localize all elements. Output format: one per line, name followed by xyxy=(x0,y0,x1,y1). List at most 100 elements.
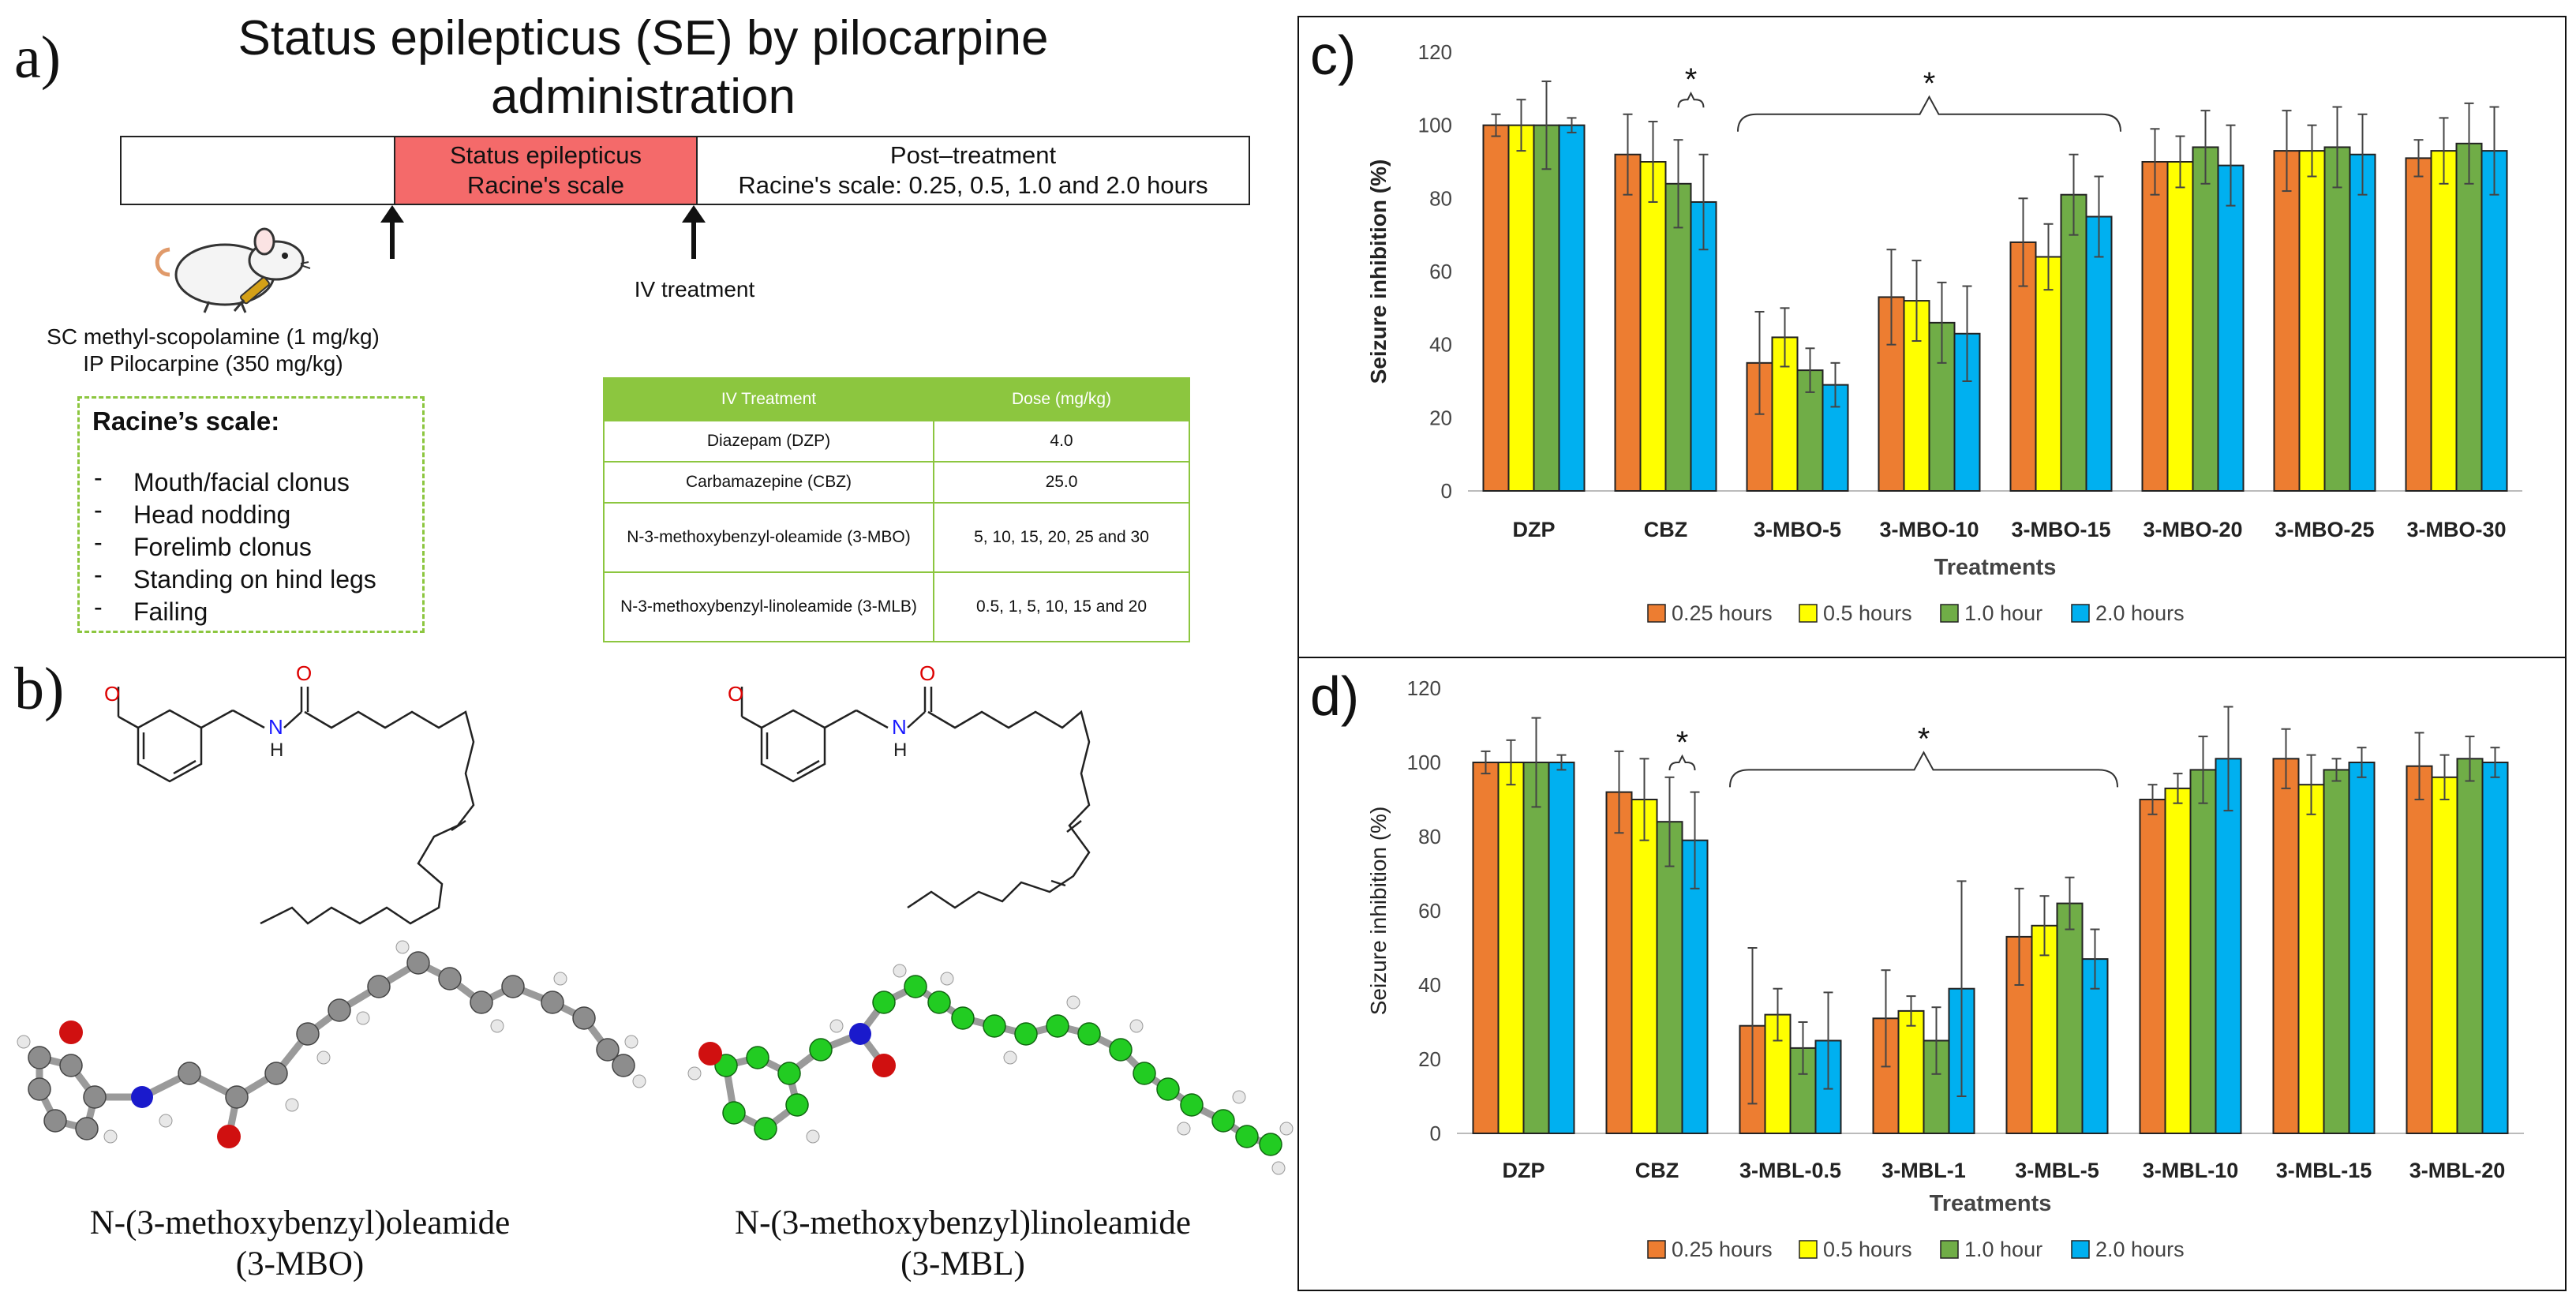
bar xyxy=(2297,784,2325,1134)
timeline-post-segment: Post–treatment Racine's scale: 0.25, 0.5… xyxy=(698,137,1249,204)
panel-letter: d) xyxy=(1310,665,1359,727)
atom-h-label: H xyxy=(893,740,907,761)
bar xyxy=(2456,758,2484,1135)
atom-o-label: O xyxy=(728,682,743,706)
significance-asterisk: * xyxy=(1923,66,1936,101)
bar xyxy=(1631,799,1658,1134)
bar xyxy=(1558,124,1586,492)
bar xyxy=(1472,762,1500,1134)
y-tick-label: 60 xyxy=(1418,899,1441,923)
atom-n-label: N xyxy=(892,715,907,739)
timeline-post-line2: Racine's scale: 0.25, 0.5, 1.0 and 2.0 h… xyxy=(738,171,1208,199)
bar xyxy=(2455,142,2483,492)
legend-label: 0.25 hours xyxy=(1672,1238,1773,1261)
bar xyxy=(1548,762,1575,1134)
atom-h-label: H xyxy=(270,740,283,761)
significance-bracket-small xyxy=(1668,754,1696,771)
panel-a-letter: a) xyxy=(14,24,62,91)
bar xyxy=(2298,150,2326,492)
y-tick-label: 40 xyxy=(1429,333,1452,357)
bar xyxy=(2323,146,2351,492)
significance-asterisk: * xyxy=(1918,721,1930,756)
table-cell: Diazepam (DZP) xyxy=(603,420,934,463)
racine-list: - Mouth/facial clonus - Head nodding - Fore… xyxy=(94,463,376,628)
timeline-se-line2: Racine's scale xyxy=(467,171,624,199)
bar xyxy=(2085,215,2113,492)
racine-item: - Forelimb clonus xyxy=(94,528,312,561)
structure-3mbo: O O N H xyxy=(104,661,475,925)
timeline-se-segment: Status epilepticus Racine's scale xyxy=(394,137,698,204)
timeline-post-line1: Post–treatment xyxy=(889,141,1057,169)
x-tick-label: 3-MBO-10 xyxy=(1879,518,1979,541)
bar xyxy=(2166,161,2194,492)
y-tick-label: 80 xyxy=(1418,825,1441,848)
table-cell: N-3-methoxybenzyl-linoleamide (3-MLB) xyxy=(603,571,934,642)
table-header-dose: Dose (mg/kg) xyxy=(933,377,1190,421)
x-tick-label: 3-MBO-15 xyxy=(2011,518,2110,541)
atom-o-label: O xyxy=(919,661,935,685)
legend-label: 0.5 hours xyxy=(1823,1238,1912,1261)
bar xyxy=(2430,150,2458,492)
bar xyxy=(1897,1009,1925,1134)
chart-d: d) 0 20 40 60 80 100 120 Seizure inhibition (%) D… xyxy=(1310,665,2524,1261)
bar xyxy=(1690,200,1717,492)
table-cell: N-3-methoxybenzyl-oleamide (3-MBO) xyxy=(603,502,934,573)
bar xyxy=(2141,161,2169,492)
legend-label: 0.25 hours xyxy=(1672,601,1773,625)
table-row: Diazepam (DZP) 4.0 xyxy=(603,420,1190,463)
x-tick-label: 3-MBL-10 xyxy=(2143,1159,2239,1182)
caption-3mbo-name: N-(3-methoxybenzyl)oleamide xyxy=(89,1204,511,1241)
rat-icon xyxy=(155,227,311,313)
y-axis-label: Seizure inhibition (%) xyxy=(1366,159,1391,384)
bar xyxy=(2349,153,2376,492)
bar xyxy=(1664,182,1692,492)
pretreatment-line2: IP Pilocarpine (350 mg/kg) xyxy=(83,351,343,376)
bar xyxy=(2031,924,2058,1134)
table-header-treatment: IV Treatment xyxy=(603,377,934,421)
chart-frame-d xyxy=(1297,657,2567,1291)
bar xyxy=(1533,124,1560,492)
table-header-row: IV Treatment Dose (mg/kg) xyxy=(603,377,1190,421)
x-tick-label: DZP xyxy=(1513,518,1556,541)
racine-item: - Standing on hind legs xyxy=(94,560,376,594)
bar xyxy=(1522,762,1550,1134)
bar xyxy=(2056,902,2084,1134)
arrow-up-icon-2 xyxy=(691,219,696,259)
table-cell: Carbamazepine (CBZ) xyxy=(603,461,934,504)
x-tick-label: 3-MBO-5 xyxy=(1754,518,1841,541)
caption-3mbo-abbr: (3-MBO) xyxy=(235,1245,365,1283)
legend-swatch xyxy=(1940,1240,1959,1259)
racine-item: - Head nodding xyxy=(94,496,291,529)
bar xyxy=(1605,791,1633,1134)
y-tick-label: 0 xyxy=(1430,1122,1441,1145)
bar xyxy=(2481,150,2508,492)
significance-asterisk: * xyxy=(1676,725,1689,760)
bar xyxy=(2192,146,2219,492)
iv-treatment-table: IV Treatment Dose (mg/kg) Diazepam (DZP)… xyxy=(603,377,1190,642)
bar xyxy=(2060,193,2087,492)
bar xyxy=(1497,762,1525,1134)
y-tick-label: 120 xyxy=(1407,676,1441,700)
caption-3mbo: N-(3-methoxybenzyl)oleamide (3-MBO) xyxy=(47,1203,552,1285)
bar xyxy=(1482,124,1510,492)
table-row: N-3-methoxybenzyl-linoleamide (3-MLB) 0.… xyxy=(603,571,1190,642)
table-row: N-3-methoxybenzyl-oleamide (3-MBO) 5, 10… xyxy=(603,502,1190,573)
x-tick-label: 3-MBL-5 xyxy=(2015,1159,2099,1182)
pretreatment-line1: SC methyl-scopolamine (1 mg/kg) xyxy=(47,324,380,349)
table-cell: 5, 10, 15, 20, 25 and 30 xyxy=(933,502,1190,573)
x-tick-label: CBZ xyxy=(1635,1159,1679,1182)
bar xyxy=(2217,164,2245,492)
legend-swatch xyxy=(1799,604,1818,623)
structure-3mbl: O O N H xyxy=(728,661,1091,909)
racine-scale-box: Racine’s scale: - Mouth/facial clonus - He… xyxy=(77,396,425,633)
y-tick-label: 100 xyxy=(1407,751,1441,774)
table-cell: 25.0 xyxy=(933,461,1190,504)
x-tick-label: 3-MBO-25 xyxy=(2275,518,2374,541)
racine-item: - Failing xyxy=(94,593,208,626)
legend-label: 1.0 hour xyxy=(1964,1238,2042,1261)
significance-asterisk: * xyxy=(1685,62,1698,97)
bar xyxy=(2164,787,2192,1134)
legend-swatch xyxy=(1647,604,1666,623)
legend-swatch xyxy=(2071,1240,2090,1259)
y-tick-label: 40 xyxy=(1418,973,1441,997)
